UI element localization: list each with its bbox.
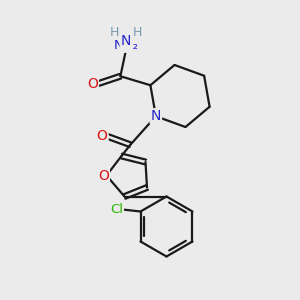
- Text: H: H: [110, 26, 119, 39]
- Text: N: N: [121, 34, 131, 48]
- Text: H: H: [133, 26, 142, 39]
- Text: O: O: [87, 77, 98, 91]
- Text: O: O: [97, 129, 108, 143]
- Text: O: O: [98, 169, 109, 182]
- Text: N: N: [151, 109, 161, 123]
- Text: Cl: Cl: [110, 202, 123, 216]
- Text: NH₂: NH₂: [113, 39, 138, 52]
